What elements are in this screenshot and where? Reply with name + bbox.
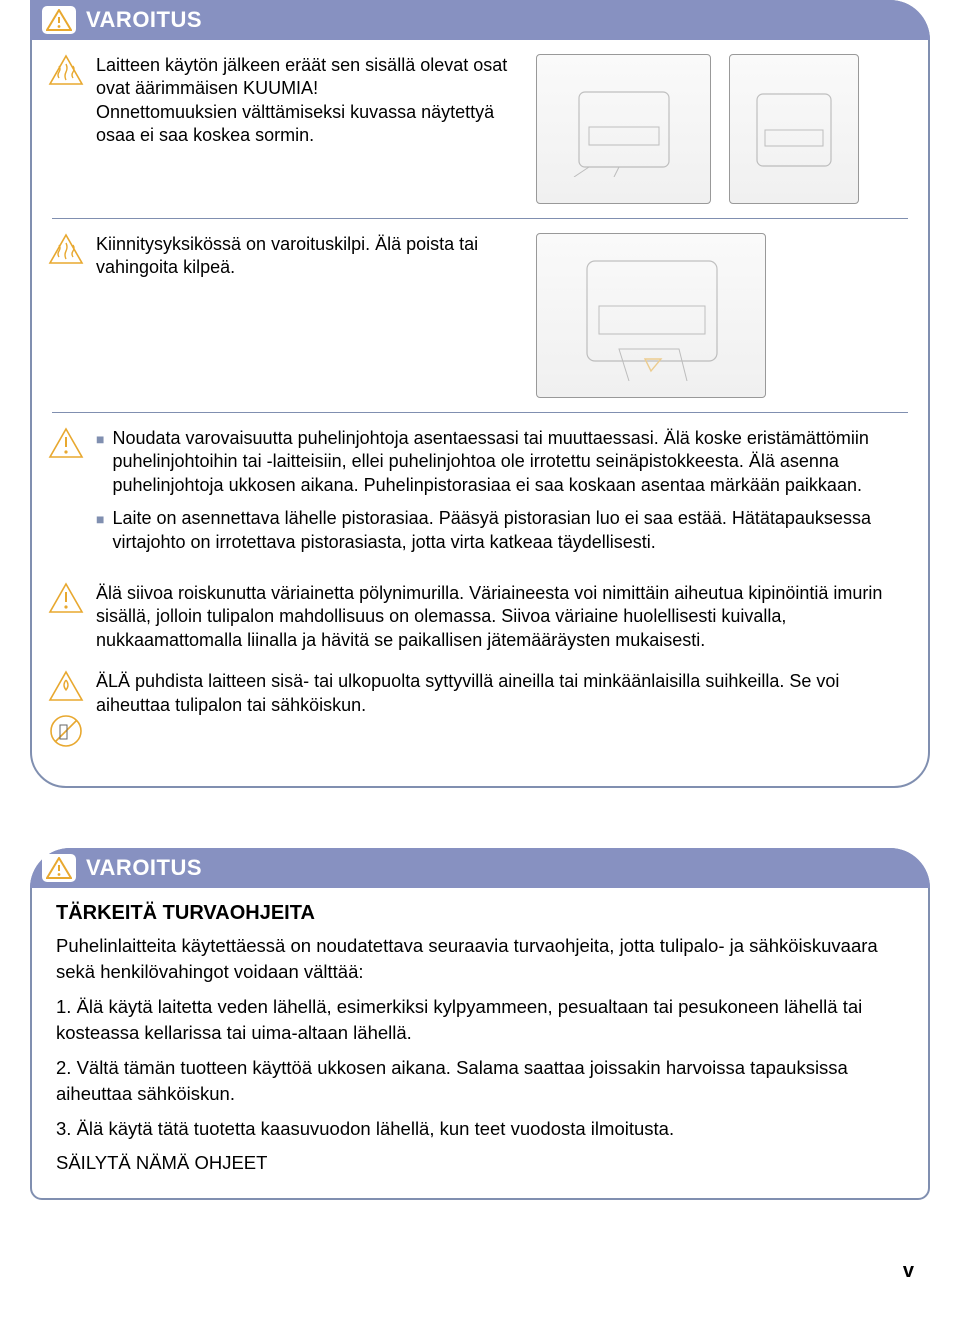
- page-number: v: [30, 1260, 930, 1283]
- safety-item-2: 2. Vältä tämän tuotteen käyttöä ukkosen …: [56, 1055, 904, 1106]
- safety-intro: Puhelinlaitteita käytettäessä on noudate…: [56, 933, 904, 984]
- row2-text: Kiinnitysyksikössä on varoituskilpi. Älä…: [96, 233, 536, 280]
- safety-subtitle: TÄRKEITÄ TURVAOHJEITA: [56, 902, 904, 925]
- warning-title-1: VAROITUS: [86, 7, 202, 33]
- row-phone-lines: Noudata varovaisuutta puhelinjohtoja ase…: [32, 413, 928, 578]
- no-spray-icon: [48, 713, 84, 754]
- row-hot-parts: Laitteen käytön jälkeen eräät sen sisäll…: [32, 40, 928, 218]
- warning-icon: [42, 6, 76, 34]
- row5-text: ÄLÄ puhdista laitteen sisä- tai ulkopuol…: [96, 670, 908, 717]
- printer-illustration-3: [536, 233, 766, 398]
- warning-header-2: VAROITUS: [30, 848, 930, 888]
- hot-surface-icon: [48, 54, 84, 91]
- warning-box-1: VAROITUS Laitteen käytön jälkeen eräät s…: [30, 0, 930, 788]
- printer-illustration-1: [536, 54, 711, 204]
- bullet-phone-care: Noudata varovaisuutta puhelinjohtoja ase…: [96, 427, 900, 497]
- row-fuser-label: Kiinnitysyksikössä on varoituskilpi. Älä…: [32, 219, 928, 412]
- row4-text: Älä siivoa roiskunutta väriainetta pölyn…: [96, 582, 908, 652]
- hot-surface-icon: [48, 233, 84, 270]
- fire-caution-icon: [48, 670, 84, 707]
- warning-icon: [42, 854, 76, 882]
- warning-header-1: VAROITUS: [30, 0, 930, 40]
- warning-title-2: VAROITUS: [86, 855, 202, 881]
- safety-item-3: 3. Älä käytä tätä tuotetta kaasuvuodon l…: [56, 1116, 904, 1142]
- row1-text: Laitteen käytön jälkeen eräät sen sisäll…: [96, 54, 536, 148]
- row-flammable: ÄLÄ puhdista laitteen sisä- tai ulkopuol…: [32, 666, 928, 768]
- caution-icon: [48, 582, 84, 619]
- caution-icon: [48, 427, 84, 464]
- safety-item-1: 1. Älä käytä laitetta veden lähellä, esi…: [56, 994, 904, 1045]
- keep-instructions: SÄILYTÄ NÄMÄ OHJEET: [56, 1152, 904, 1174]
- printer-illustration-2: [729, 54, 859, 204]
- warning-box-2: VAROITUS TÄRKEITÄ TURVAOHJEITA Puhelinla…: [30, 848, 930, 1200]
- bullet-outlet: Laite on asennettava lähelle pistorasiaa…: [96, 507, 900, 554]
- row-toner-vacuum: Älä siivoa roiskunutta väriainetta pölyn…: [32, 578, 928, 666]
